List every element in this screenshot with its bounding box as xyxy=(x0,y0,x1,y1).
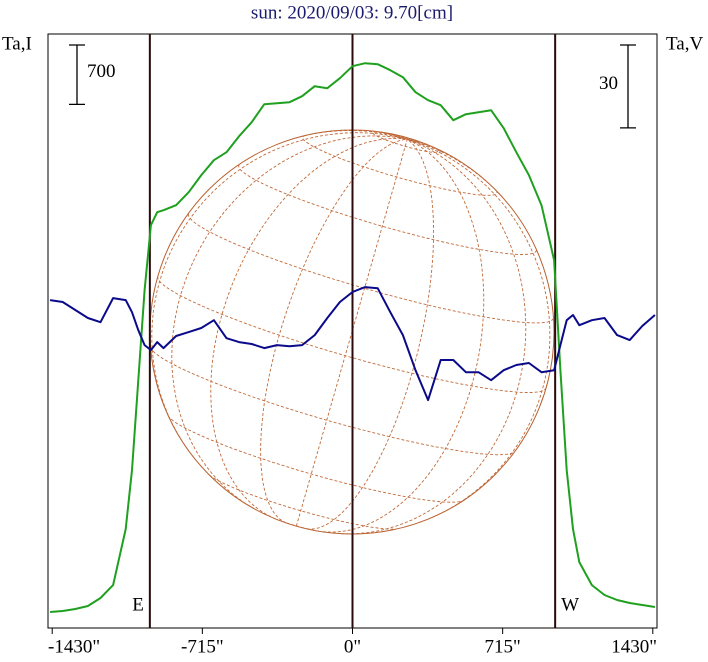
grid-curve xyxy=(210,138,408,518)
grid-curve xyxy=(341,138,527,535)
grid-curve xyxy=(187,213,554,324)
marker-label: W xyxy=(561,594,579,615)
grid-curve xyxy=(272,517,321,532)
y-axis-label: Ta,I xyxy=(2,33,32,54)
grid-curve xyxy=(407,138,415,141)
grid-curve xyxy=(407,138,551,524)
grid-curve xyxy=(371,130,408,140)
x-tick-label: 1430" xyxy=(611,636,657,657)
grid-curve xyxy=(407,138,504,199)
scale-bar xyxy=(69,44,85,106)
grid-curve xyxy=(295,139,408,527)
y2-axis-label: Ta,V xyxy=(666,33,703,54)
grid-curve xyxy=(150,346,516,456)
x-tick-label: -715" xyxy=(181,636,224,657)
x-tick-label: 715" xyxy=(485,636,521,657)
grid-curve xyxy=(209,474,398,530)
grid-curve xyxy=(302,134,498,196)
solar-disk-grid xyxy=(149,129,555,535)
grid-curve xyxy=(260,138,408,524)
grid-curve xyxy=(407,138,428,145)
grid-curve xyxy=(322,138,485,533)
x-tick-label: 0" xyxy=(344,636,361,657)
grid-curve xyxy=(238,164,537,255)
scale-bar xyxy=(620,44,636,129)
x-tick-label: -1430" xyxy=(48,636,100,657)
chart-title: sun: 2020/09/03: 9.70[cm] xyxy=(251,2,453,23)
scale-bar-label: 700 xyxy=(87,61,116,82)
grid-curve xyxy=(294,130,408,140)
grid-curve xyxy=(167,415,465,503)
grid-curve xyxy=(157,276,547,393)
grid-curve xyxy=(306,138,435,530)
scale-bar-label: 30 xyxy=(599,73,618,94)
grid-curve xyxy=(372,131,441,154)
series-line xyxy=(50,62,656,613)
grid-curve xyxy=(151,132,408,459)
series-line xyxy=(49,286,656,402)
marker-label: E xyxy=(132,594,144,615)
